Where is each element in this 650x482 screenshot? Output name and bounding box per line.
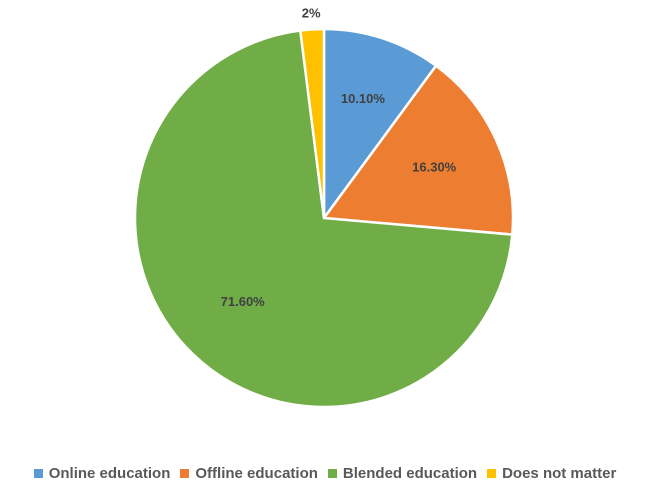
legend-swatch-online [33, 469, 43, 478]
data-label-offline: 16.30% [412, 160, 457, 175]
pie-slice-does-not-matter [299, 27, 326, 220]
legend-item-blended: Blended education [327, 465, 478, 482]
legend-label-online: Online education [48, 465, 171, 482]
legend-item-does-not-matter: Does not matter [487, 465, 616, 482]
pie-chart: 10.10% 16.30% 71.60% 2% [133, 6, 515, 409]
pie-slice-online [322, 27, 438, 220]
data-label-does-not-matter: 2% [302, 6, 321, 21]
data-label-blended: 71.60% [221, 294, 266, 309]
legend: Online education Offline education Blend… [0, 465, 650, 482]
legend-swatch-blended [327, 469, 337, 478]
legend-label-blended: Blended education [342, 465, 478, 482]
legend-swatch-does-not-matter [487, 469, 497, 478]
legend-label-offline: Offline education [195, 465, 318, 482]
pie-slice-offline [322, 64, 515, 236]
data-label-online: 10.10% [341, 91, 386, 106]
legend-swatch-offline [180, 469, 190, 478]
legend-label-does-not-matter: Does not matter [502, 465, 617, 482]
legend-item-online: Online education [33, 465, 171, 482]
legend-item-offline: Offline education [180, 465, 318, 482]
